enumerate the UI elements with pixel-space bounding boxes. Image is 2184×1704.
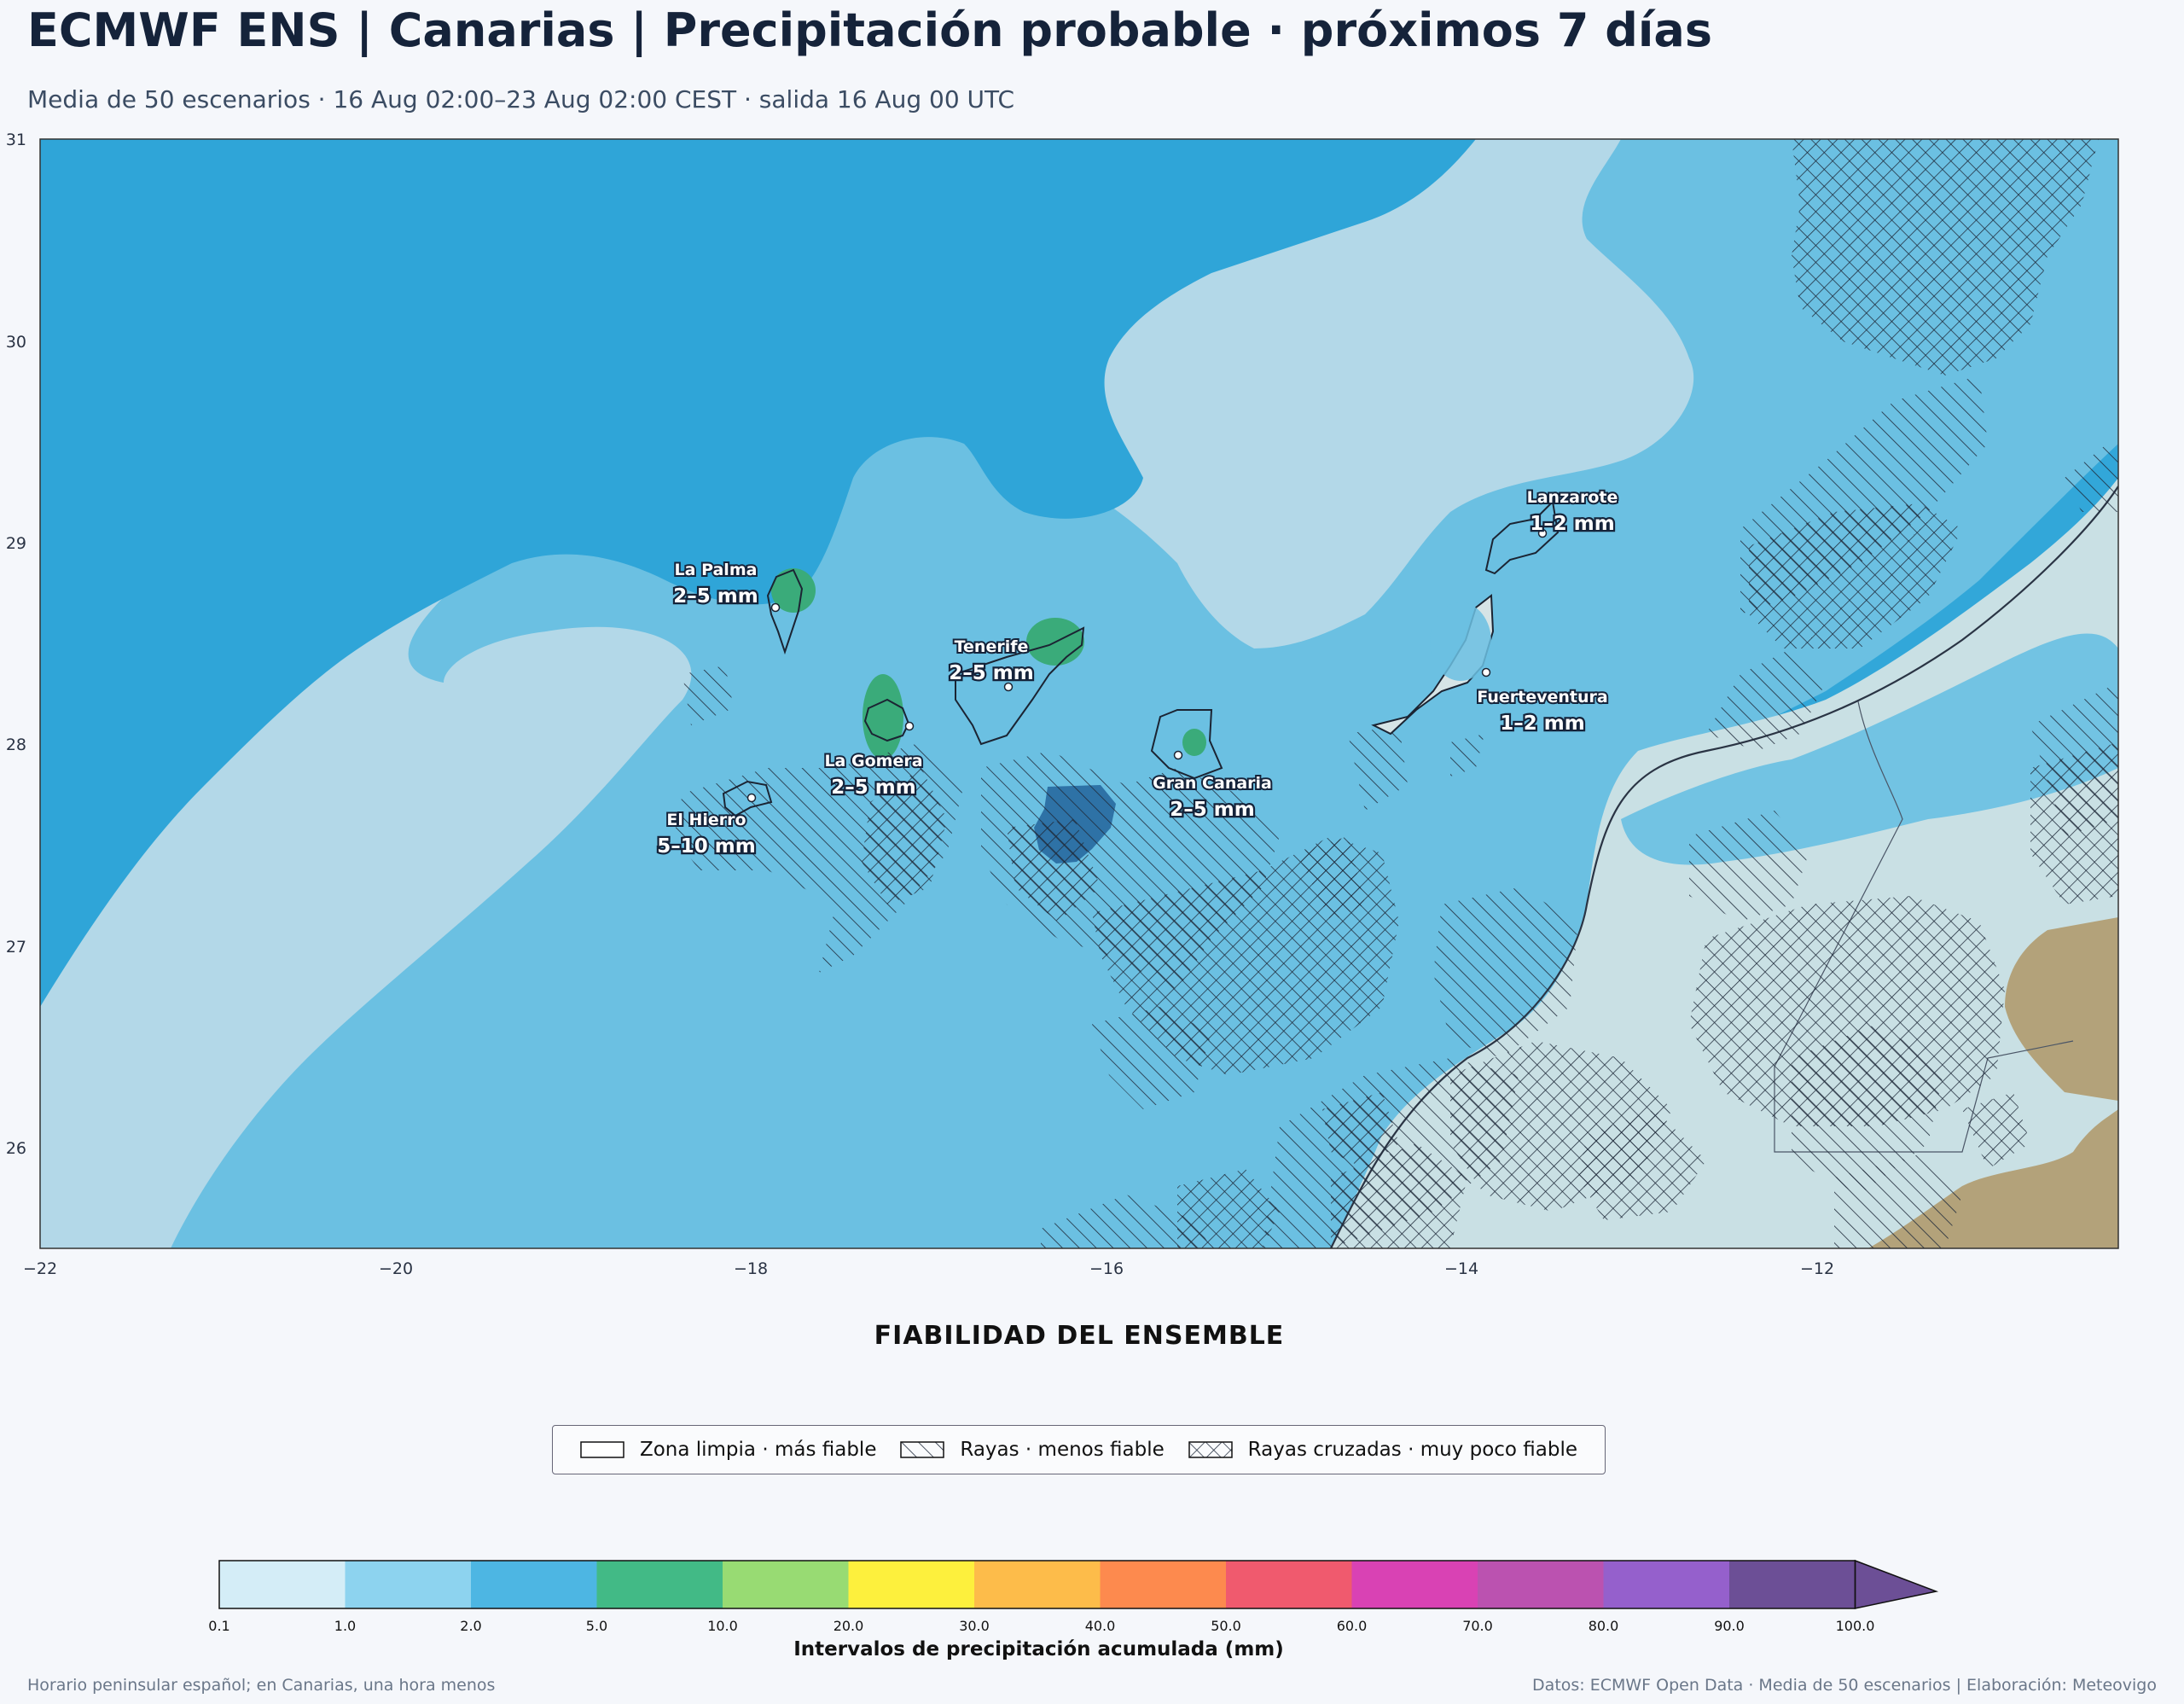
island-label-name: Tenerife [955, 637, 1029, 656]
island-label-value: 2–5 mm [673, 585, 758, 608]
rain-spot-la-gomera [863, 674, 903, 759]
x-tick: −12 [1800, 1259, 1834, 1278]
island-la-palma [766, 568, 804, 655]
island-label-name: Gran Canaria [1153, 774, 1272, 793]
island-label-value: 2–5 mm [949, 662, 1033, 684]
precipitation-colorbar: 0.1 1.0 2.0 5.0 10.0 20.0 30.0 40.0 50.0 60.0 70.0… [208, 1559, 1939, 1634]
ocean-deep-area [40, 139, 1476, 1007]
colorbar-cell [974, 1561, 1101, 1608]
rain-spot-gran-canaria [1182, 729, 1206, 756]
border-line-inner [1774, 701, 2074, 1153]
colorbar-cell [1603, 1561, 1729, 1608]
y-tick: 27 [6, 938, 26, 957]
legend-swatch-clean [580, 1441, 624, 1458]
legend-item-crosshatch: Rayas cruzadas · muy poco fiable [1188, 1439, 1577, 1461]
colorbar-tick: 2.0 [460, 1618, 481, 1634]
x-tick: −20 [379, 1259, 413, 1278]
island-labels: La Palma 2–5 mm Tenerife 2–5 mm La Gomer… [655, 486, 1619, 859]
island-la-gomera [863, 698, 910, 742]
colorbar-tick: 40.0 [1085, 1618, 1116, 1634]
map-field [40, 139, 2118, 1248]
city-markers [746, 528, 1548, 803]
x-tick: −22 [23, 1259, 57, 1278]
legend-label: Rayas · menos fiable [960, 1439, 1165, 1461]
legend-label: Zona limpia · más fiable [639, 1439, 877, 1461]
colorbar-frame [218, 1560, 1856, 1609]
island-label-name: Fuerteventura [1477, 688, 1607, 707]
y-axis: 26 27 28 29 30 31 [6, 131, 26, 1158]
colorbar-cell [471, 1561, 597, 1608]
footer-note: Horario peninsular español; en Canarias,… [27, 1676, 496, 1695]
colorbar-tick: 5.0 [586, 1618, 607, 1634]
colorbar-tick: 20.0 [834, 1618, 864, 1634]
island-lanzarote [1484, 499, 1560, 575]
y-tick: 30 [6, 333, 26, 352]
africa-coast-rain [1621, 633, 2118, 865]
y-tick: 26 [6, 1139, 26, 1158]
reliability-legend: Zona limpia · más fiable Rayas · menos f… [552, 1425, 1606, 1474]
colorbar-cell [848, 1561, 974, 1608]
colorbar-ticks: 0.1 1.0 2.0 5.0 10.0 20.0 30.0 40.0 50.0 60.0 70.0… [208, 1618, 1874, 1634]
colorbar-cell [1729, 1561, 1856, 1608]
colorbar-tick: 80.0 [1589, 1618, 1619, 1634]
x-tick: −14 [1444, 1259, 1478, 1278]
colorbar-cell [1100, 1561, 1226, 1608]
x-axis: −22 −20 −18 −16 −14 −12 [23, 1259, 1834, 1278]
page-subtitle: Media de 50 escenarios · 16 Aug 02:00–23… [27, 85, 1015, 113]
y-tick: 31 [6, 131, 26, 149]
island-label-value: 2–5 mm [831, 776, 915, 799]
map-frame [39, 138, 2119, 1249]
y-tick: 29 [6, 534, 26, 553]
colorbar-extend-arrow [1854, 1559, 1939, 1609]
legend-swatch-hatch [900, 1441, 945, 1458]
colorbar-cell [1351, 1561, 1478, 1608]
colorbar-cell [723, 1561, 849, 1608]
crosshatch-regions [862, 139, 2118, 1248]
island-label-name: La Gomera [824, 752, 922, 771]
desert-area-east [2005, 917, 2118, 1101]
island-label-name: La Palma [675, 561, 758, 579]
colorbar-cells [218, 1559, 1939, 1609]
island-gran-canaria [1150, 709, 1223, 780]
page-title: ECMWF ENS | Canarias | Precipitación pro… [27, 3, 1712, 57]
rain-spot-la-palma [771, 568, 816, 613]
island-label-value: 2–5 mm [1170, 799, 1254, 821]
legend-item-clean: Zona limpia · más fiable [580, 1439, 877, 1461]
colorbar-tick: 0.1 [208, 1618, 229, 1634]
colorbar-tick: 60.0 [1337, 1618, 1368, 1634]
colorbar-tick: 10.0 [707, 1618, 738, 1634]
reliability-title: FIABILIDAD DEL ENSEMBLE [874, 1321, 1285, 1351]
legend-item-hatch: Rayas · menos fiable [900, 1439, 1165, 1461]
legend-swatch-crosshatch [1188, 1441, 1233, 1458]
footer-credits: Datos: ECMWF Open Data · Media de 50 esc… [1532, 1676, 2157, 1695]
colorbar-tick: 50.0 [1211, 1618, 1241, 1634]
island-label-value: 1–2 mm [1500, 712, 1584, 735]
island-tenerife [955, 626, 1085, 746]
y-tick: 28 [6, 736, 26, 754]
island-label-name: Lanzarote [1527, 488, 1618, 507]
colorbar-cell [345, 1561, 471, 1608]
colorbar-cell [596, 1561, 723, 1608]
colorbar-cell [1226, 1561, 1352, 1608]
colorbar-tick: 70.0 [1462, 1618, 1493, 1634]
x-tick: −16 [1089, 1259, 1124, 1278]
island-el-hierro [722, 780, 773, 817]
legend-label: Rayas cruzadas · muy poco fiable [1247, 1439, 1578, 1461]
colorbar-tick: 100.0 [1836, 1618, 1875, 1634]
island-label-name: El Hierro [666, 811, 746, 829]
island-label-value: 1–2 mm [1530, 513, 1614, 535]
colorbar-tick: 30.0 [959, 1618, 990, 1634]
island-label-value: 5–10 mm [657, 835, 755, 858]
fuerteventura-rain [1430, 602, 1491, 681]
precipitation-map: −22 −20 −18 −16 −14 −12 26 27 28 29 30 3… [6, 131, 2119, 1278]
colorbar-cell [219, 1561, 346, 1608]
colorbar-tick: 1.0 [334, 1618, 356, 1634]
colorbar-cell [1478, 1561, 1604, 1608]
x-tick: −18 [734, 1259, 768, 1278]
colorbar-tick: 90.0 [1714, 1618, 1745, 1634]
colorbar-label: Intervalos de precipitación acumulada (m… [793, 1638, 1284, 1660]
